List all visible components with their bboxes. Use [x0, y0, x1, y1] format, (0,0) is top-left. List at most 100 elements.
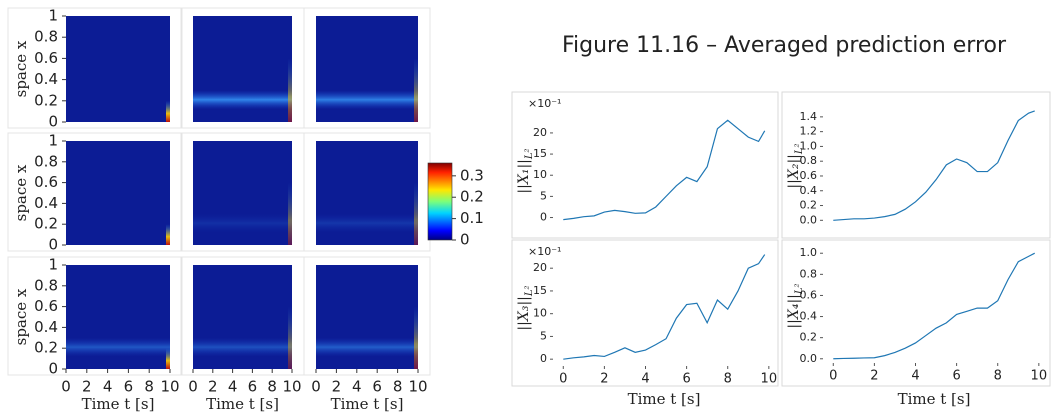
heatmap-band: [193, 90, 292, 110]
x-tick-label: 0: [311, 378, 321, 396]
y-tick-label: 0.6: [34, 297, 58, 315]
heatmap: [66, 16, 170, 122]
x-tick-label: 4: [911, 369, 919, 384]
y-tick-label: 0.6: [800, 288, 818, 301]
y-tick-label: 1: [48, 132, 58, 150]
y-tick-label: 0.6: [34, 173, 58, 191]
y-tick-label: 1.0: [800, 246, 818, 259]
y-axis-label: space x: [12, 40, 30, 97]
x-tick-label: 4: [228, 378, 238, 396]
y-tick-label: 0.2: [800, 199, 818, 212]
heatmap-edge: [414, 306, 418, 369]
heatmap-band: [316, 90, 418, 110]
x-tick-label: 8: [994, 369, 1002, 384]
y-axis-label-subscript: L²: [524, 148, 535, 160]
panel-frame: [511, 91, 779, 239]
x-tick-label: 2: [870, 369, 878, 384]
y-tick-label: 0.4: [34, 70, 58, 88]
y-tick-label: 0.2: [34, 215, 58, 233]
x-tick-label: 10: [408, 378, 427, 396]
panel-frame: [7, 7, 183, 129]
x-tick-label: 10: [160, 378, 179, 396]
heatmap-edge: [414, 182, 418, 245]
y-tick-label: 5: [540, 189, 547, 202]
figure-title: Figure 11.16 – Averaged prediction error: [562, 33, 1007, 58]
x-tick-label: 4: [352, 378, 362, 396]
x-tick-label: 8: [393, 378, 403, 396]
x-tick-label: 10: [761, 372, 778, 387]
colorbar-tick-label: 0.2: [460, 188, 484, 206]
y-tick-label: 15: [533, 147, 547, 160]
y-axis-label-main: ||X₂||: [786, 154, 802, 188]
x-tick-label: 0: [829, 369, 837, 384]
y-tick-label: 0: [48, 113, 58, 131]
y-axis-label-main: ||X₁||: [516, 159, 532, 193]
heatmap-band: [66, 337, 170, 357]
y-tick-label: 0: [540, 352, 547, 365]
y-tick-label: 0.4: [34, 194, 58, 212]
y-tick-label: 20: [533, 126, 547, 139]
heatmap-band: [316, 213, 418, 233]
y-tick-label: 1.0: [800, 139, 818, 152]
panel-frame: [781, 91, 1051, 239]
heatmap-band: [193, 337, 292, 357]
y-multiplier: ×10⁻¹: [528, 245, 561, 258]
y-tick-label: 15: [533, 284, 547, 297]
y-tick-label: 0.4: [800, 310, 818, 323]
y-tick-label: 0.0: [800, 352, 818, 365]
y-tick-label: 5: [540, 329, 547, 342]
y-tick-label: 0.6: [800, 169, 818, 182]
x-tick-label: 6: [952, 369, 960, 384]
panel-frame: [781, 239, 1051, 387]
y-axis-label-subscript: L²: [524, 285, 535, 297]
y-tick-label: 0.8: [34, 152, 58, 170]
x-tick-label: 4: [103, 378, 113, 396]
x-axis-label: Time t [s]: [331, 395, 404, 412]
colorbar-tick-label: 0.3: [460, 166, 484, 184]
y-tick-label: 0.0: [800, 213, 818, 226]
y-tick-label: 1.2: [800, 125, 818, 138]
y-tick-label: 0.2: [34, 91, 58, 109]
heatmap-edge: [166, 100, 170, 122]
heatmap-edge: [288, 306, 292, 369]
heatmap-band: [316, 337, 418, 357]
y-axis-label: ||X₄||L²: [786, 283, 805, 328]
y-tick-label: 0.8: [800, 154, 818, 167]
y-tick-label: 0.2: [800, 331, 818, 344]
x-tick-label: 8: [144, 378, 154, 396]
x-tick-label: 10: [282, 378, 301, 396]
x-axis-label: Time t [s]: [82, 395, 155, 412]
panel-frame: [7, 132, 183, 252]
x-tick-label: 6: [372, 378, 382, 396]
y-axis-label: ||X₁||L²: [516, 148, 535, 193]
y-tick-label: 0: [540, 211, 547, 224]
y-tick-label: 1: [48, 256, 58, 274]
y-tick-label: 20: [533, 261, 547, 274]
y-axis-label: space x: [12, 164, 30, 221]
line-series: [833, 252, 1035, 360]
x-tick-label: 0: [61, 378, 71, 396]
colorbar: [427, 162, 453, 241]
panel-frame: [303, 256, 431, 376]
colorbar-tick-label: 0: [460, 231, 470, 249]
y-tick-label: 0: [48, 360, 58, 378]
x-axis-label: Time t [s]: [898, 390, 971, 408]
y-tick-label: 0.4: [34, 318, 58, 336]
line-series: [833, 110, 1035, 221]
heatmap-edge: [166, 348, 170, 369]
x-tick-label: 0: [559, 372, 567, 387]
panel-frame: [511, 239, 779, 387]
y-axis-label: space x: [12, 288, 30, 345]
heatmap: [66, 141, 170, 245]
y-tick-label: 0: [48, 236, 58, 254]
x-tick-label: 2: [82, 378, 92, 396]
x-tick-label: 8: [724, 372, 732, 387]
y-tick-label: 10: [533, 307, 547, 320]
panel-frame: [303, 7, 431, 129]
x-tick-label: 0: [188, 378, 198, 396]
y-tick-label: 1.4: [800, 110, 818, 123]
heatmap-edge: [414, 58, 418, 122]
x-tick-label: 6: [682, 372, 690, 387]
x-tick-label: 10: [1031, 369, 1048, 384]
